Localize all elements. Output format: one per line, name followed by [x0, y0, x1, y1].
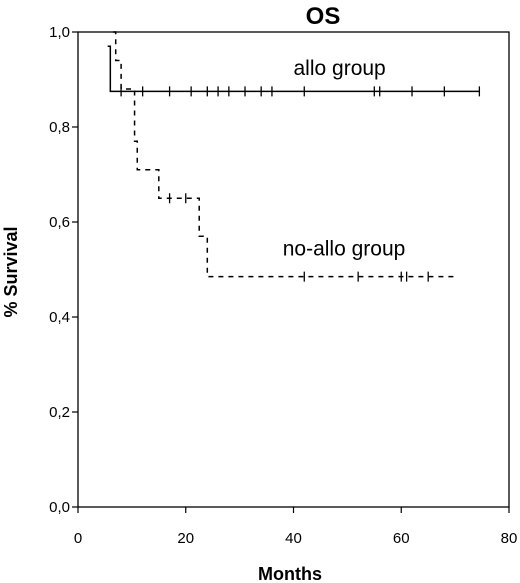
chart-title: OS [306, 3, 341, 30]
plot-frame [77, 31, 510, 508]
y-tick-label: 0,4 [49, 309, 70, 326]
y-tick-label: 1,0 [49, 24, 70, 41]
x-tick-label: 60 [393, 530, 410, 547]
x-tick-label: 0 [74, 530, 82, 547]
x-axis-label: Months [258, 564, 322, 583]
y-tick-label: 0,6 [49, 214, 70, 231]
series-label-allo: allo group [294, 57, 386, 80]
y-axis-ticks: 0,0 0,2 0,4 0,6 0,8 1,0 [49, 24, 78, 516]
y-tick-label: 0,8 [49, 119, 70, 136]
y-axis-label: % Survival [1, 226, 21, 317]
x-tick-label: 80 [501, 530, 518, 547]
series-line-no-allo [113, 31, 458, 278]
x-tick-label: 40 [285, 530, 302, 547]
series-line-allo [107, 45, 480, 93]
series-layer [107, 31, 481, 282]
x-axis-ticks: 0 20 40 60 80 [74, 507, 518, 547]
y-tick-label: 0,2 [49, 404, 70, 421]
y-tick-label: 0,0 [49, 499, 70, 516]
series-label-no-allo: no-allo group [283, 237, 406, 260]
axes [77, 31, 510, 508]
x-tick-label: 20 [177, 530, 194, 547]
